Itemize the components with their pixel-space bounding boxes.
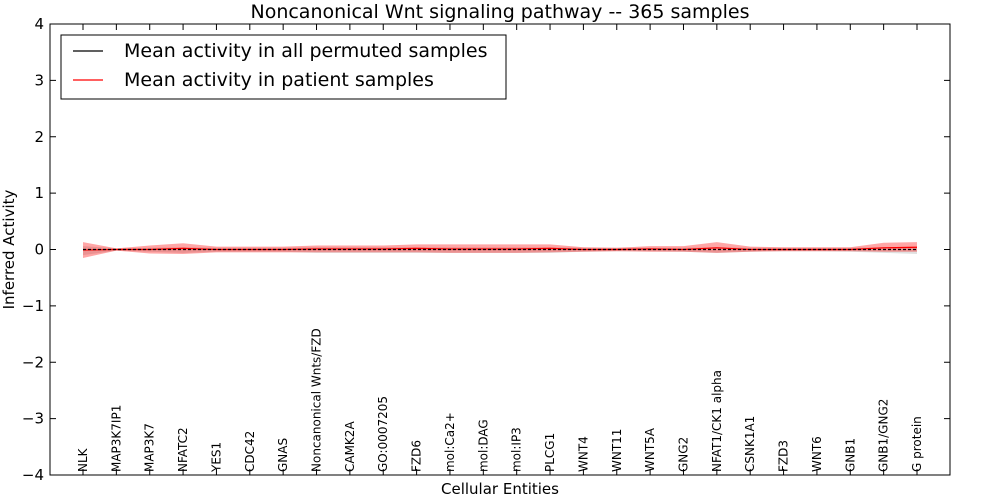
- x-tick-label: Noncanonical Wnts/FZD: [310, 328, 324, 472]
- x-tick-label: G protein: [910, 416, 924, 472]
- x-tick-label: WNT5A: [643, 427, 657, 472]
- x-tick-label: GNAS: [276, 438, 290, 472]
- legend-label-permuted: Mean activity in all permuted samples: [124, 40, 487, 62]
- x-tick-label: WNT6: [810, 436, 824, 472]
- y-tick-label: −2: [22, 353, 44, 371]
- x-tick-label: GNB1: [843, 438, 857, 472]
- y-tick-label: 1: [34, 184, 44, 202]
- y-tick-label: 2: [34, 128, 44, 146]
- y-tick-label: 4: [34, 15, 44, 33]
- legend-box: [60, 34, 507, 100]
- x-tick-label: mol:DAG: [476, 419, 490, 472]
- x-axis: NLK MAP3K7IP1 MAP3K7 NFATC2 YES1 CDC42 GNAS Non…: [76, 24, 924, 475]
- x-tick-label: YES1: [209, 442, 223, 473]
- y-tick-label: 3: [34, 71, 44, 89]
- chart-title: Noncanonical Wnt signaling pathway -- 36…: [250, 1, 749, 23]
- x-tick-label: CDC42: [243, 431, 257, 472]
- y-tick-label: −3: [22, 410, 44, 428]
- x-tick-label: PLCG1: [543, 433, 557, 472]
- x-axis-label: Cellular Entities: [441, 480, 559, 498]
- series-lines: [82, 246, 918, 251]
- y-axis-label: Inferred Activity: [0, 189, 18, 309]
- x-tick-label: NLK: [76, 447, 90, 472]
- x-tick-label: MAP3K7: [143, 423, 157, 472]
- x-tick-label: WNT11: [610, 429, 624, 472]
- x-tick-label: FZD6: [410, 440, 424, 472]
- x-tick-label: WNT4: [576, 436, 590, 472]
- x-tick-label: FZD3: [777, 440, 791, 472]
- x-tick-label: mol:IP3: [510, 427, 524, 472]
- x-tick-label: NFAT1/CK1 alpha: [710, 370, 724, 472]
- x-tick-label: mol:Ca2+: [443, 412, 457, 472]
- y-axis: 4 3 2 1 0 −1 −2 −3 −4: [22, 15, 950, 484]
- y-tick-label: −4: [22, 466, 44, 484]
- y-tick-label: 0: [34, 241, 44, 259]
- legend: Mean activity in all permuted samples Me…: [60, 34, 507, 100]
- x-tick-label: GNB1/GNG2: [877, 399, 891, 472]
- x-tick-label: CSNK1A1: [743, 416, 757, 472]
- x-tick-label: GO:0007205: [376, 396, 390, 472]
- x-tick-label: MAP3K7IP1: [109, 405, 123, 472]
- x-tick-label: GNG2: [676, 437, 690, 472]
- y-tick-label: −1: [22, 297, 44, 315]
- x-tick-label: NFATC2: [176, 427, 190, 472]
- legend-label-patient: Mean activity in patient samples: [124, 69, 434, 91]
- x-tick-label: CAMK2A: [343, 421, 357, 472]
